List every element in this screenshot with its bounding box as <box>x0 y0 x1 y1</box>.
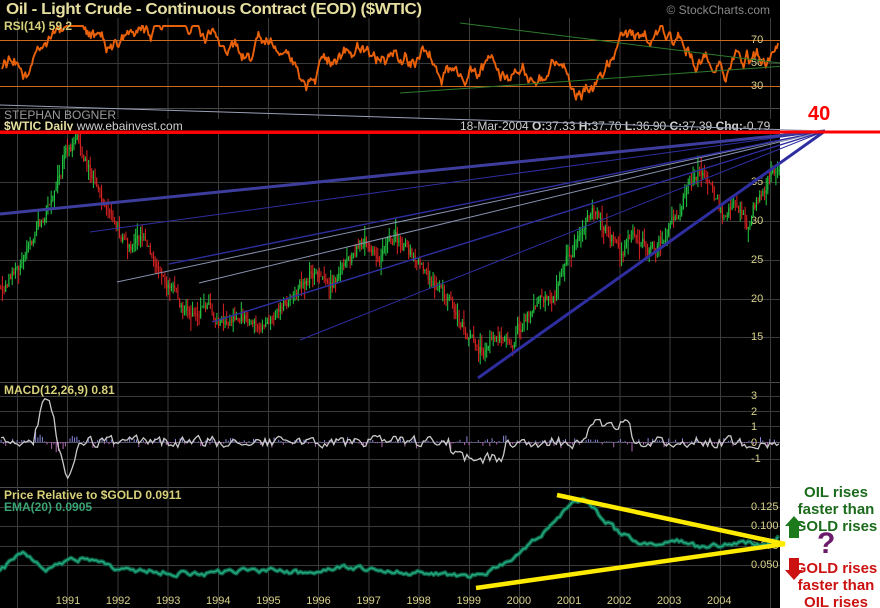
svg-text:40: 40 <box>808 103 830 125</box>
